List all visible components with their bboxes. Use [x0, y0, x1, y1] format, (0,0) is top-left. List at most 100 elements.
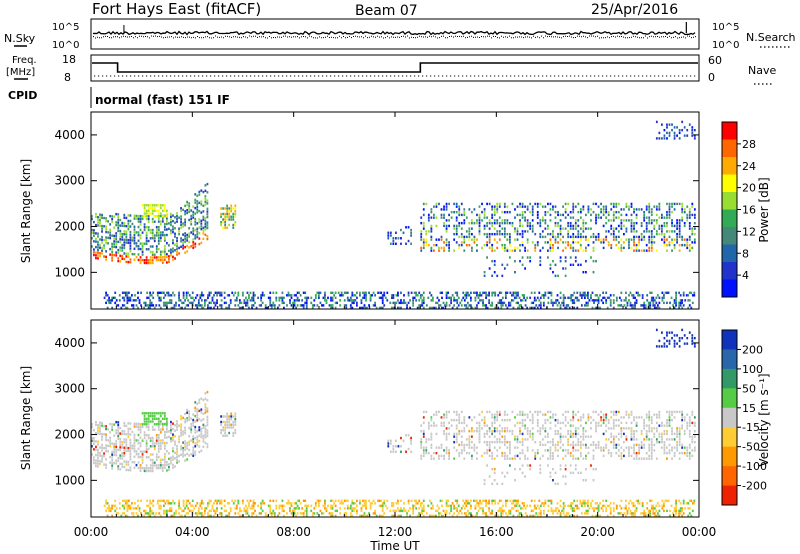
velocity-cell [625, 421, 628, 425]
velocity-cell [686, 454, 689, 458]
velocity-cell [676, 410, 678, 414]
power-cell [369, 299, 372, 302]
power-cell [223, 291, 226, 294]
velocity-cell [460, 451, 463, 455]
power-cell [635, 221, 638, 225]
power-cell [670, 296, 673, 300]
power-cell [114, 296, 117, 300]
velocity-cell [272, 512, 275, 515]
power-cell [497, 306, 500, 310]
velocity-cell [630, 421, 633, 425]
velocity-cell [369, 502, 372, 505]
velocity-cell [292, 514, 294, 518]
power-cell [564, 256, 567, 259]
power-cell [520, 304, 522, 307]
velocity-cell [458, 454, 461, 458]
velocity-cell [317, 502, 320, 505]
velocity-cell [108, 509, 111, 513]
power-cell [413, 296, 416, 300]
velocity-cell [638, 457, 640, 460]
velocity-cell [223, 504, 226, 508]
velocity-cell [643, 421, 646, 425]
velocity-cell [671, 331, 673, 334]
power-cell [628, 208, 630, 211]
power-cell [204, 228, 207, 231]
power-cell [570, 299, 573, 302]
power-cell [178, 294, 180, 297]
power-cell [605, 205, 608, 208]
velocity-cell [278, 507, 281, 510]
power-cell [630, 221, 633, 225]
velocity-cell [156, 499, 159, 502]
power-cell [131, 222, 134, 226]
velocity-cell [264, 514, 267, 518]
velocity-cell [653, 449, 656, 452]
power-cell [557, 224, 559, 228]
velocity-cell [600, 418, 602, 422]
power-cell [117, 218, 120, 222]
velocity-cell [693, 336, 696, 340]
power-cell [529, 221, 532, 225]
power-cell [515, 296, 518, 300]
power-cell [334, 301, 337, 305]
power-cell [501, 246, 504, 250]
velocity-cell [125, 441, 128, 444]
power-cell [305, 304, 308, 307]
power-cell [453, 227, 456, 230]
power-cell [554, 216, 557, 219]
power-cell [664, 291, 667, 294]
power-cell [623, 299, 626, 302]
power-cell [617, 304, 620, 307]
power-cell [524, 267, 526, 270]
velocity-cell [127, 504, 130, 508]
velocity-cell [615, 410, 618, 414]
power-cell [145, 259, 148, 262]
velocity-cell [290, 502, 293, 505]
power-cell [115, 232, 118, 235]
power-cell [139, 247, 142, 251]
power-cell [123, 216, 126, 219]
power-cell [206, 235, 209, 238]
power-cell [623, 208, 625, 211]
nave-label: Nave [748, 64, 776, 77]
velocity-cell [681, 427, 684, 430]
power-cell [488, 301, 491, 305]
velocity-cell [486, 432, 488, 436]
power-cell [509, 235, 511, 239]
velocity-cell [351, 502, 354, 505]
power-cell [115, 245, 118, 249]
velocity-cell [691, 449, 694, 452]
power-cell [562, 299, 565, 302]
velocity-cell [135, 439, 138, 442]
velocity-cell [602, 416, 605, 419]
velocity-cell [174, 457, 176, 460]
power-cell [671, 241, 673, 244]
power-cell [612, 238, 615, 241]
power-cell [453, 238, 456, 241]
velocity-cell [582, 457, 585, 460]
velocity-cell [671, 432, 673, 436]
power-cell [416, 294, 419, 297]
power-cell [387, 231, 390, 234]
power-cell [161, 255, 164, 259]
velocity-cell [105, 447, 107, 450]
colorbar-tick-label: 16 [742, 204, 756, 217]
power-cell [272, 304, 275, 307]
velocity-cell [612, 413, 615, 416]
velocity-cell [241, 499, 244, 502]
velocity-cell [105, 466, 107, 469]
power-cell [135, 231, 138, 234]
velocity-cell [123, 430, 126, 433]
power-cell [170, 221, 172, 224]
power-cell [691, 126, 694, 129]
power-cell [623, 219, 625, 222]
power-cell [640, 232, 643, 236]
power-cell [675, 299, 677, 302]
power-cell [206, 210, 209, 213]
velocity-cell [165, 512, 168, 515]
power-cell [232, 215, 235, 218]
power-cell [609, 301, 612, 305]
power-cell [445, 224, 448, 228]
power-cell [321, 304, 323, 307]
velocity-cell [650, 449, 653, 452]
